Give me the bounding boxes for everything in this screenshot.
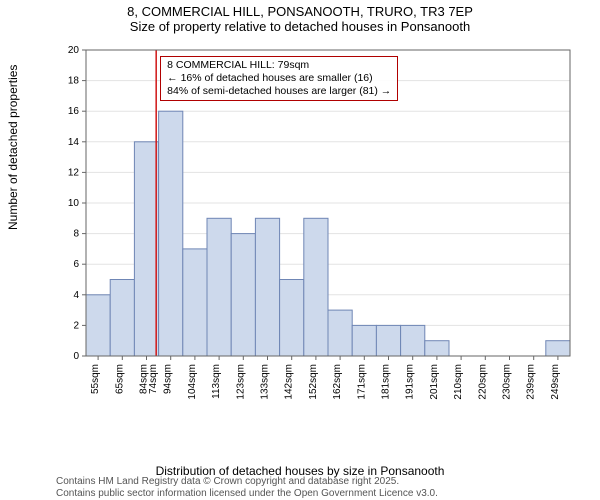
svg-text:123sqm: 123sqm <box>235 364 246 400</box>
title-line2: Size of property relative to detached ho… <box>0 19 600 34</box>
svg-text:14: 14 <box>68 137 80 148</box>
svg-text:6: 6 <box>73 259 79 270</box>
svg-text:12: 12 <box>68 167 80 178</box>
chart-area: 0246810121416182055sqm65sqm84sqm94sqm104… <box>56 44 576 414</box>
svg-text:4: 4 <box>73 290 79 301</box>
svg-text:104sqm: 104sqm <box>187 364 198 400</box>
svg-text:0: 0 <box>73 351 79 362</box>
svg-text:74sqm: 74sqm <box>148 364 159 394</box>
annotation-line1: 8 COMMERCIAL HILL: 79sqm <box>167 59 391 72</box>
annotation-box: 8 COMMERCIAL HILL: 79sqm ← 16% of detach… <box>160 56 398 101</box>
svg-text:239sqm: 239sqm <box>526 364 537 400</box>
annotation-line3: 84% of semi-detached houses are larger (… <box>167 85 391 98</box>
svg-text:181sqm: 181sqm <box>381 364 392 400</box>
footer-line1: Contains HM Land Registry data © Crown c… <box>56 476 438 488</box>
svg-text:171sqm: 171sqm <box>356 364 367 400</box>
svg-text:152sqm: 152sqm <box>308 364 319 400</box>
svg-text:10: 10 <box>68 198 80 209</box>
svg-text:133sqm: 133sqm <box>260 364 271 400</box>
svg-text:8: 8 <box>73 229 79 240</box>
svg-text:2: 2 <box>73 320 79 331</box>
svg-text:16: 16 <box>68 106 80 117</box>
svg-text:142sqm: 142sqm <box>284 364 295 400</box>
footer-attribution: Contains HM Land Registry data © Crown c… <box>56 476 438 499</box>
y-axis-label: Number of detached properties <box>6 65 20 230</box>
svg-text:20: 20 <box>68 45 80 56</box>
annotation-line2: ← 16% of detached houses are smaller (16… <box>167 72 391 85</box>
svg-text:65sqm: 65sqm <box>114 364 125 394</box>
svg-text:94sqm: 94sqm <box>163 364 174 394</box>
svg-text:55sqm: 55sqm <box>90 364 101 394</box>
svg-text:201sqm: 201sqm <box>429 364 440 400</box>
svg-text:191sqm: 191sqm <box>405 364 416 400</box>
svg-text:249sqm: 249sqm <box>550 364 561 400</box>
title-line1: 8, COMMERCIAL HILL, PONSANOOTH, TRURO, T… <box>0 4 600 19</box>
svg-text:230sqm: 230sqm <box>502 364 513 400</box>
chart-title-block: 8, COMMERCIAL HILL, PONSANOOTH, TRURO, T… <box>0 4 600 34</box>
svg-text:18: 18 <box>68 76 80 87</box>
svg-text:162sqm: 162sqm <box>332 364 343 400</box>
svg-text:210sqm: 210sqm <box>453 364 464 400</box>
svg-text:113sqm: 113sqm <box>211 364 222 399</box>
footer-line2: Contains public sector information licen… <box>56 488 438 500</box>
svg-text:220sqm: 220sqm <box>477 364 488 400</box>
